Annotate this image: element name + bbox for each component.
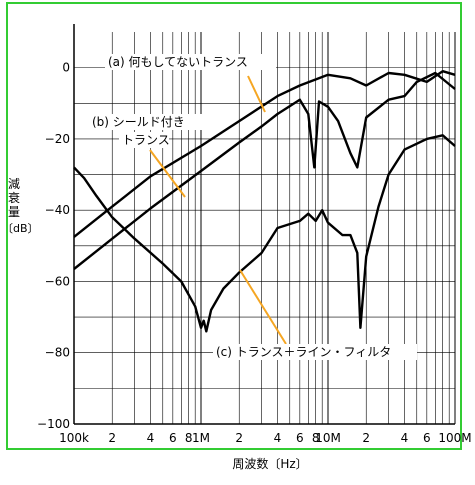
annotation-leader-a	[247, 75, 266, 113]
annotation-label-a: (a) 何もしてないトランス	[108, 55, 248, 69]
y-axis-label-char: 減	[8, 176, 20, 191]
annotation-label-b: (b) シールド付き	[92, 115, 185, 129]
series-line-b	[73, 71, 456, 270]
x-tick-label: 6	[423, 431, 431, 445]
x-tick-label: 100k	[59, 431, 89, 445]
grid	[73, 32, 456, 425]
annotation-leader-b	[149, 149, 186, 198]
annotation-label-c: (c) トランス＋ライン・フィルタ	[216, 345, 391, 359]
annotation-leader-c	[239, 269, 287, 345]
y-axis-label-char: 衰	[8, 190, 20, 205]
y-tick-label: 0	[62, 61, 70, 75]
x-tick-label: 1M	[192, 431, 210, 445]
series-group	[73, 70, 456, 333]
x-tick-label: 8	[185, 431, 193, 445]
x-tick-label: 4	[401, 431, 409, 445]
x-tick-label: 2	[235, 431, 243, 445]
y-tick-label: −100	[37, 417, 70, 431]
x-axis-label: 周波数〔Hz〕	[232, 456, 307, 471]
x-tick-label: 2	[362, 431, 370, 445]
series-line-a	[73, 70, 456, 238]
y-tick-label: −80	[45, 346, 70, 360]
x-tick-label: 8	[312, 431, 320, 445]
annotation-background	[89, 114, 216, 130]
annotation-background	[105, 54, 276, 70]
series-line-c	[73, 134, 456, 333]
annotation-label-b: トランス	[122, 133, 170, 147]
x-tick-label: 10M	[315, 431, 341, 445]
y-tick-label: −40	[45, 203, 70, 217]
x-tick-label: 4	[147, 431, 155, 445]
annotation-background	[213, 344, 417, 360]
x-tick-label: 6	[169, 431, 177, 445]
y-axis-label: 〔dB〕	[2, 222, 39, 235]
y-tick-label: −60	[45, 274, 70, 288]
y-axis-label-char: 量	[8, 205, 20, 219]
annotation-background	[119, 132, 169, 148]
x-tick-label: 100M	[438, 431, 471, 445]
x-tick-label: 4	[274, 431, 282, 445]
x-tick-label: 2	[108, 431, 116, 445]
x-tick-label: 6	[296, 431, 304, 445]
y-tick-label: −20	[45, 132, 70, 146]
